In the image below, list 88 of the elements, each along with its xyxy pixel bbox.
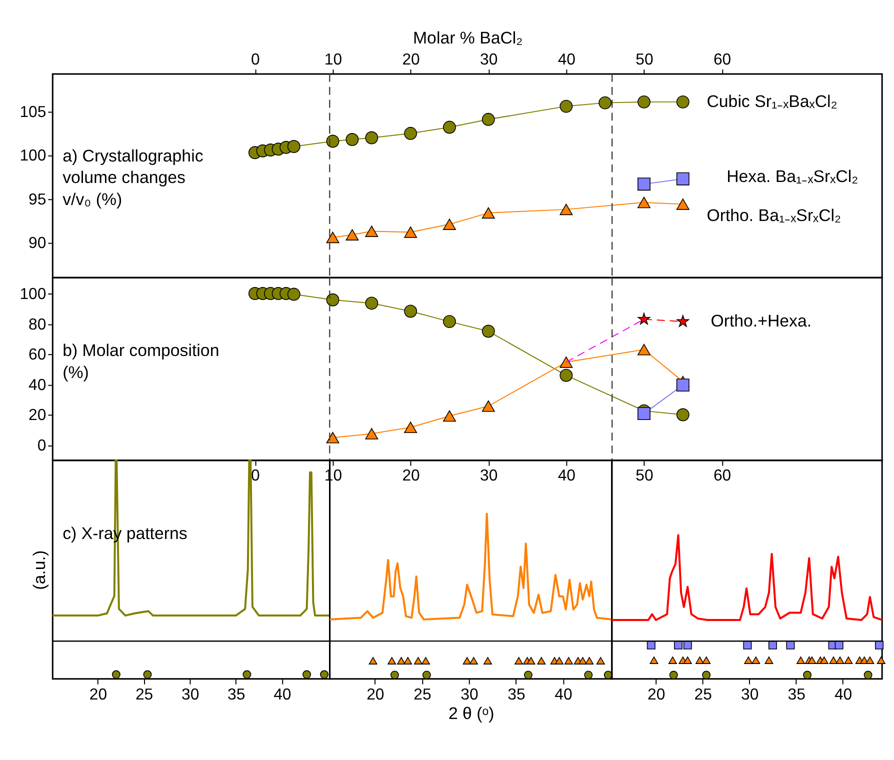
x-tick-label: 30 (480, 468, 498, 485)
point (638, 95, 650, 108)
point (638, 178, 650, 191)
point (676, 198, 690, 210)
point (442, 410, 456, 422)
x-tick-label: 0 (251, 468, 260, 485)
point (482, 400, 495, 412)
y-tick-label: 100 (20, 286, 46, 303)
x-tick-label: 20 (366, 686, 384, 704)
x-tick-label: 20 (402, 468, 420, 485)
x-tick-label: 40 (274, 686, 292, 704)
point (326, 432, 340, 444)
x-tick-label: 40 (558, 52, 576, 69)
point (346, 229, 359, 240)
point (598, 96, 612, 110)
x-tick-label: 20 (647, 686, 666, 704)
x-tick-label: 20 (402, 52, 420, 69)
y-tick-label: 105 (20, 104, 46, 122)
x-tick-label: 40 (554, 686, 572, 704)
y-tick-label: 100 (20, 148, 46, 165)
y-tick-label: 40 (28, 376, 46, 394)
x-tick-label: 40 (834, 686, 852, 704)
point (404, 422, 418, 434)
point (442, 315, 456, 328)
x-tick-label: 20 (89, 686, 108, 704)
point (287, 140, 300, 153)
point (676, 172, 690, 186)
point (326, 232, 340, 244)
point (676, 95, 690, 108)
x-tick-label: 35 (228, 686, 246, 704)
y-tick-label: 60 (28, 346, 46, 364)
x-tick-label: 35 (788, 686, 806, 704)
point (365, 226, 378, 237)
y-tick-label: 80 (28, 316, 46, 334)
x-tick-label: 50 (636, 52, 654, 69)
point (676, 315, 690, 327)
y-axis-title: (a.u.) (30, 550, 50, 590)
point (560, 368, 573, 382)
text: Hexa. Ba₁₋ₓSrₓCl₂ (726, 166, 858, 186)
point (287, 288, 300, 301)
y-tick-label: 20 (28, 407, 46, 424)
y-tick-label: 95 (28, 191, 46, 208)
x-tick-label: 30 (460, 686, 478, 704)
series-label: Ortho. Ba₁₋ₓSrₓCl₂ (706, 206, 842, 226)
point (560, 204, 573, 216)
series-label: Ortho.+Hexa. (710, 312, 812, 331)
x-tick-label: 60 (713, 468, 732, 485)
point (638, 344, 650, 356)
point (326, 293, 340, 306)
point (482, 112, 495, 126)
point (326, 134, 340, 148)
point (638, 312, 650, 325)
point (404, 226, 418, 238)
point (404, 304, 418, 318)
point (442, 218, 456, 230)
x-tick-label: 25 (135, 686, 154, 704)
point (346, 133, 359, 146)
x-tick-label: 50 (636, 468, 654, 485)
annotation: a) Crystallographic volume changes v/v₀ (%) (62, 146, 204, 210)
y-tick-label: 90 (28, 235, 46, 252)
x-tick-label: 0 (251, 52, 260, 69)
point (638, 407, 650, 420)
x-tick-label: 10 (324, 52, 342, 69)
x-tick-label: 30 (740, 686, 759, 704)
x-tick-label: 35 (508, 686, 526, 704)
point (482, 207, 495, 219)
x-tick-label: 25 (694, 686, 712, 704)
x-tick-label: 30 (480, 52, 498, 69)
point (442, 120, 456, 134)
point (676, 378, 690, 392)
point (365, 131, 378, 144)
point (365, 296, 378, 310)
x-tick-label: 25 (414, 686, 432, 704)
y-tick-label: 0 (37, 438, 46, 455)
annotation: b) Molar composition (%) (62, 341, 220, 382)
point (560, 100, 573, 113)
series-label: Cubic Sr₁₋ₓBaₓCl₂ (706, 92, 838, 111)
x-tick-label: 60 (713, 52, 732, 69)
point (404, 126, 418, 140)
x-axis-title: Molar % BaCl₂ (413, 28, 523, 48)
point (560, 356, 573, 368)
point (365, 428, 378, 440)
x-tick-label: 30 (181, 686, 200, 704)
x-axis-title: 2 θ (ᵒ) (448, 704, 494, 724)
point (676, 408, 690, 422)
x-tick-label: 40 (558, 468, 576, 485)
point (638, 196, 650, 208)
point (482, 324, 495, 338)
